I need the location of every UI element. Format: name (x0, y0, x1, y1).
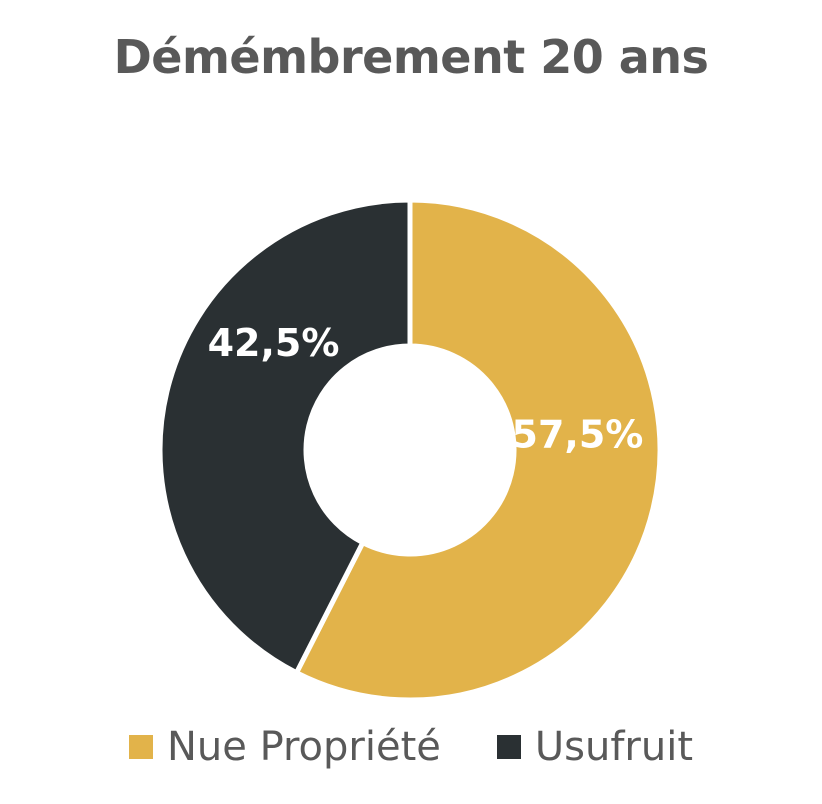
legend-label-nue-propriete: Nue Propriété (166, 724, 441, 770)
legend-swatch-nue-propriete (128, 735, 153, 759)
slice-nue-propriete[interactable] (293, 197, 663, 703)
chart-title: Démémbrement 20 ans (113, 30, 709, 84)
slice-usufruit[interactable] (157, 197, 413, 677)
legend-swatch-usufruit (496, 735, 521, 759)
legend: Nue Propriété Usufruit (0, 722, 822, 772)
legend-item-nue-propriete[interactable]: Nue Propriété (128, 724, 441, 770)
legend-item-usufruit[interactable]: Usufruit (496, 724, 694, 770)
data-label-nue-propriete: 57,5% (512, 412, 644, 456)
legend-label-usufruit: Usufruit (534, 724, 694, 770)
data-label-usufruit: 42,5% (208, 321, 340, 365)
